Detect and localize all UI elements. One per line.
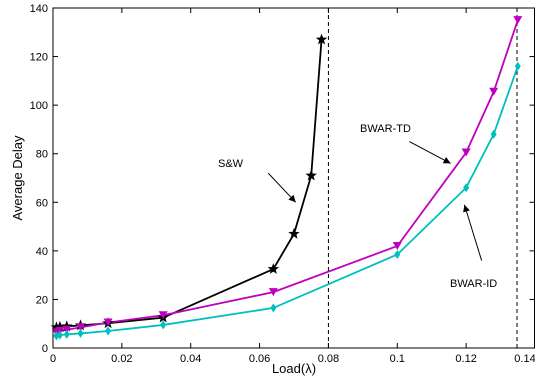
x-tick-label: 0.1	[390, 353, 405, 365]
axes: 0 0.02 0.04 0.06 0.08 0.1 0.12 0.14 0 20 40 60 80 100…	[30, 3, 535, 365]
data-point	[392, 242, 402, 250]
annotation-arrow	[409, 141, 451, 164]
annotation-label: BWAR-ID	[450, 278, 497, 290]
y-axis-label: Average Delay	[10, 135, 25, 221]
annotation-arrow	[463, 204, 483, 261]
y-tick-label: 120	[30, 52, 48, 64]
data-point	[54, 320, 66, 332]
x-tick-label: 0.08	[318, 353, 339, 365]
data-point	[463, 183, 470, 193]
y-tick-label: 20	[36, 294, 48, 306]
x-axis-label: Load(λ)	[272, 361, 316, 376]
data-point	[489, 87, 499, 96]
data-point	[288, 227, 300, 239]
data-point	[160, 320, 167, 330]
series-markers	[50, 16, 523, 341]
data-point	[394, 250, 401, 259]
annotation-arrowhead	[463, 204, 470, 213]
y-tick-label: 100	[30, 100, 48, 112]
y-tick-label: 140	[30, 3, 48, 15]
y-tick-label: 40	[36, 246, 48, 258]
x-tick-label: 0.02	[111, 353, 132, 365]
data-point	[267, 263, 280, 274]
y-tick-label: 0	[42, 343, 48, 355]
data-point	[103, 318, 113, 327]
data-point	[76, 323, 86, 332]
data-point	[56, 330, 63, 340]
data-point	[63, 329, 70, 339]
data-point	[268, 288, 278, 297]
x-tick-label: 0.06	[249, 353, 270, 365]
y-tick-label: 60	[36, 197, 48, 209]
y-tick-label: 80	[36, 149, 48, 161]
x-tick-label: 0.14	[514, 353, 535, 365]
data-point	[62, 325, 72, 334]
annotations: S&W BWAR-TD BWAR-ID	[218, 123, 497, 290]
annotation-arrowhead	[442, 157, 451, 164]
data-point	[514, 61, 521, 71]
x-tick-label: 0	[50, 353, 56, 365]
annotation-label: S&W	[218, 158, 244, 170]
data-point	[461, 148, 471, 157]
data-point	[490, 129, 497, 139]
annotation-label: BWAR-TD	[360, 123, 411, 135]
x-tick-label: 0.04	[180, 353, 201, 365]
data-point	[158, 311, 168, 320]
data-point	[513, 16, 523, 25]
data-point	[77, 328, 84, 338]
data-point	[105, 326, 112, 336]
x-tick-label: 0.12	[455, 353, 476, 365]
data-point	[270, 303, 277, 313]
data-point	[305, 169, 317, 181]
data-point	[315, 33, 328, 45]
annotation-arrowhead	[288, 194, 296, 203]
